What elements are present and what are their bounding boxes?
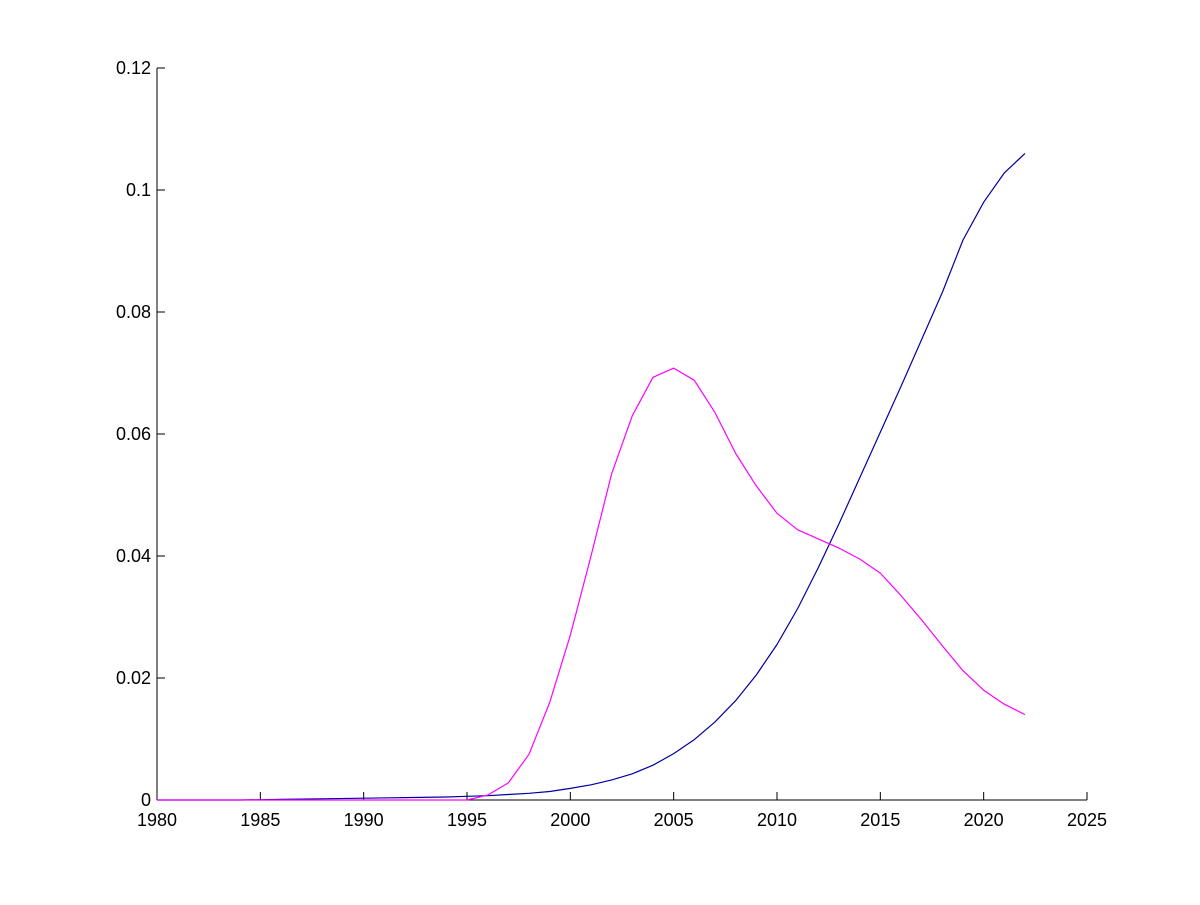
x-tick-label: 2010 [757,810,797,830]
x-tick-label: 2005 [654,810,694,830]
series-layer [157,152,1026,801]
x-tick-label: 1990 [344,810,384,830]
y-tick-label: 0.06 [116,424,151,444]
series-line-2 [157,367,1026,801]
x-tick-label: 2015 [860,810,900,830]
y-tick-label: 0 [141,790,151,810]
x-tick-label: 1980 [137,810,177,830]
tick-labels: 1980 1985 1990 1995 2000 2005 2010 2015 2020 2025… [116,58,1107,830]
x-tick-label: 1985 [240,810,280,830]
y-tick-label: 0.02 [116,668,151,688]
x-tick-label: 1995 [447,810,487,830]
x-tick-label: 2020 [964,810,1004,830]
x-tick-label: 2000 [550,810,590,830]
series-line-1 [157,152,1026,801]
x-tick-label: 2025 [1067,810,1107,830]
axes [156,67,1088,801]
y-tick-label: 0.12 [116,58,151,78]
y-tick-label: 0.08 [116,302,151,322]
y-tick-label: 0.1 [126,180,151,200]
y-tick-label: 0.04 [116,546,151,566]
